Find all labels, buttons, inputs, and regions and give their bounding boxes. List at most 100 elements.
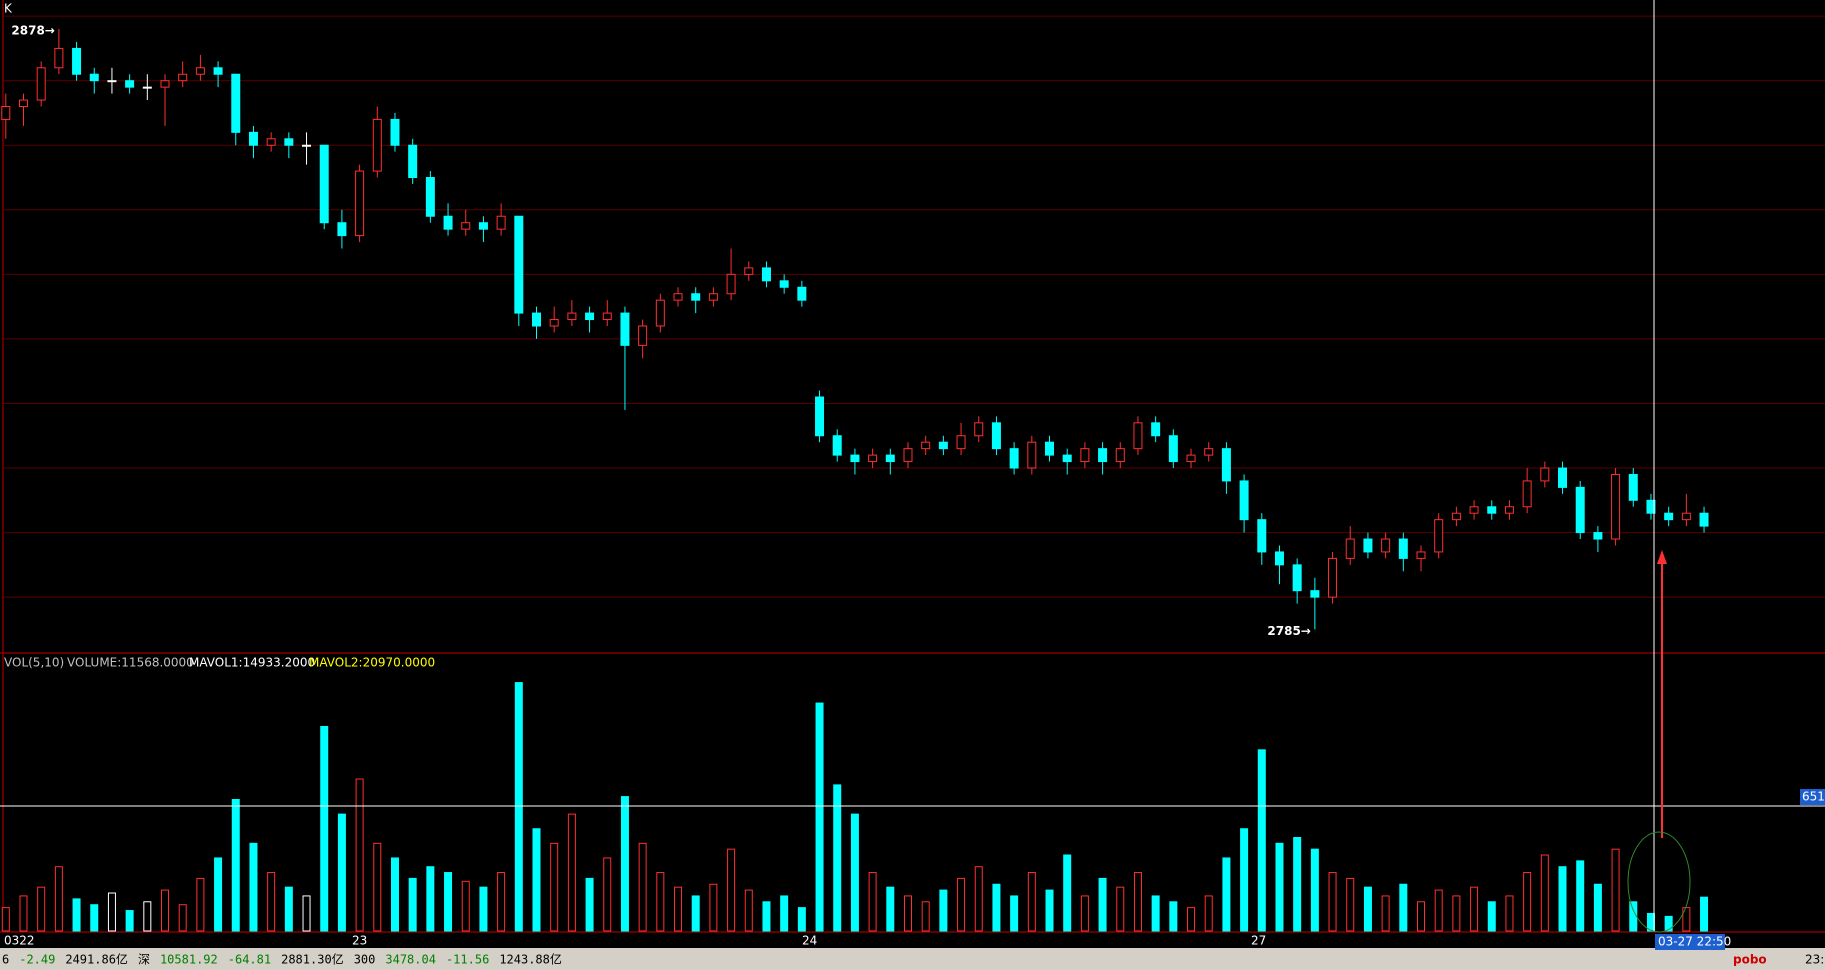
- candle-body: [195, 67, 205, 75]
- candle-body: [1027, 441, 1037, 469]
- volume-bar: [1010, 895, 1019, 932]
- volume-bar: [1151, 895, 1160, 932]
- logo: pobo: [1733, 953, 1767, 967]
- candle-body: [868, 454, 878, 463]
- volume-bar: [567, 813, 576, 932]
- candle-body: [142, 86, 152, 89]
- candle-body: [1221, 448, 1231, 482]
- x-label: 24: [802, 934, 817, 948]
- candle-body: [266, 138, 276, 146]
- volume-bar: [1328, 872, 1337, 932]
- candle-body: [1646, 499, 1656, 514]
- cursor-value-box: [1800, 789, 1825, 805]
- status-item: 3478.04: [385, 953, 436, 967]
- candle-body: [72, 47, 82, 75]
- volume-bar: [815, 702, 824, 932]
- candle-body: [36, 67, 46, 101]
- volume-bar: [886, 886, 895, 932]
- volume-bar: [267, 872, 276, 932]
- candle-body: [1274, 551, 1284, 566]
- volume-bar: [461, 880, 470, 932]
- candle-body: [797, 286, 807, 301]
- volume-bar: [1523, 872, 1532, 932]
- candle-body: [1699, 512, 1709, 527]
- candle-body: [1080, 448, 1090, 463]
- mavol2-label: MAVOL2:20970.0000: [309, 656, 435, 670]
- candle-body: [160, 80, 170, 88]
- volume-bar: [1611, 848, 1620, 932]
- volume-bar: [780, 895, 789, 932]
- candle-body: [655, 299, 665, 327]
- status-item: -64.81: [228, 953, 271, 967]
- candle-body: [1540, 467, 1550, 482]
- candle-body: [408, 144, 418, 179]
- volume-bar: [1452, 895, 1461, 932]
- candle-body: [1186, 454, 1196, 463]
- volume-bar: [674, 886, 683, 932]
- candle-body: [532, 312, 541, 327]
- volume-bar: [603, 857, 612, 932]
- volume-bar: [1310, 848, 1319, 932]
- volume-bar: [54, 866, 63, 932]
- volume-bar: [1116, 886, 1125, 932]
- candle-body: [337, 222, 347, 237]
- volume-bar: [744, 889, 753, 932]
- volume-bar: [125, 910, 134, 932]
- volume-bar: [426, 866, 435, 932]
- candle-body: [319, 144, 329, 224]
- candle-body: [585, 312, 595, 321]
- annotation-arrowhead: [1657, 550, 1667, 564]
- volume-bar: [1133, 872, 1142, 932]
- candle-body: [355, 170, 365, 237]
- volume-bar: [1027, 872, 1036, 932]
- volume-bar: [1275, 842, 1284, 932]
- high-marker: 2878→: [11, 24, 54, 38]
- candle-body: [1, 106, 11, 120]
- volume-bar: [868, 872, 877, 932]
- volume-bar: [1063, 854, 1072, 932]
- candle-body: [1151, 422, 1161, 437]
- volume-bar: [850, 813, 859, 932]
- candle-body: [1469, 506, 1479, 514]
- volume-bar: [302, 895, 311, 932]
- volume-bar: [585, 877, 594, 932]
- volume-bar: [1, 907, 10, 932]
- volume-bar: [1363, 886, 1372, 932]
- candle-body: [974, 422, 984, 437]
- candle-body: [673, 293, 683, 301]
- candle-body: [1593, 532, 1603, 540]
- volume-bar: [656, 872, 665, 932]
- annotation-ellipse: [1627, 831, 1691, 933]
- volume-bar: [196, 877, 205, 932]
- cursor-time-box: [1655, 934, 1725, 950]
- status-bar: [0, 948, 1825, 970]
- volume-bar: [284, 886, 293, 932]
- candle-body: [1204, 448, 1214, 456]
- candle-body: [1328, 557, 1338, 598]
- volume-bar: [320, 725, 329, 932]
- volume-bar: [1222, 857, 1231, 932]
- volume-bar: [1399, 883, 1408, 932]
- volume-bar: [974, 866, 983, 932]
- candle-body: [567, 312, 577, 321]
- candle-body: [1416, 551, 1426, 559]
- volume-label: VOLUME:11568.0000: [67, 656, 194, 670]
- candle-body: [1168, 435, 1178, 463]
- candle-body: [425, 177, 435, 217]
- volume-bar: [939, 889, 948, 932]
- candle-body: [1434, 519, 1444, 553]
- candle-body: [178, 73, 188, 82]
- low-marker: 2785→: [1267, 624, 1310, 638]
- candle-body: [1363, 538, 1373, 553]
- volume-bar: [833, 784, 842, 932]
- candle-body: [125, 80, 135, 88]
- volume-bar: [1700, 896, 1709, 932]
- candle-body: [302, 144, 312, 147]
- candle-body: [991, 422, 1001, 450]
- candle-body: [496, 215, 506, 230]
- volume-bar: [214, 857, 223, 932]
- candle-body: [726, 273, 736, 295]
- volume-bar: [1576, 860, 1585, 932]
- candle-body: [1310, 590, 1320, 598]
- volume-bar: [1417, 901, 1425, 932]
